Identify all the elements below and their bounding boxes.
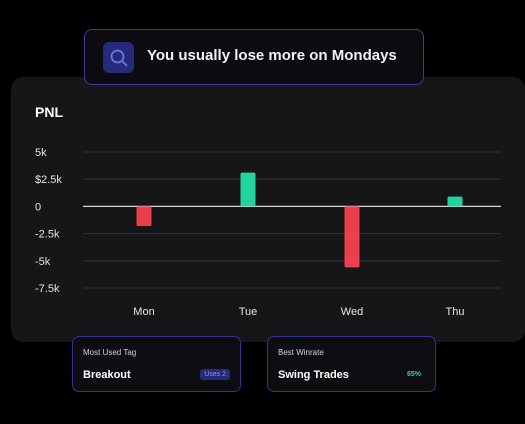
y-tick-label: 0 — [35, 201, 41, 213]
y-tick-label: -5k — [35, 256, 51, 268]
winrate-badge: 65% — [406, 371, 421, 378]
bar-wed[interactable] — [344, 206, 360, 268]
most-used-tag-card[interactable]: Most Used Tag Breakout Uses 2 — [72, 336, 241, 392]
pnl-chart: 5k $2.5k 0 -2.5k -5k -7.5k Mon Tue Wed Thu — [35, 147, 501, 318]
best-winrate-label: Best Winrate — [278, 348, 324, 357]
best-winrate-card[interactable]: Best Winrate Swing Trades 65% — [267, 336, 436, 392]
x-tick-label: Mon — [133, 306, 154, 318]
uses-badge: Uses 2 — [200, 369, 230, 380]
pnl-card: PNL 5k $2.5k 0 -2.5k -5k -7.5k Mon Tue Wed Thu — [11, 77, 525, 342]
search-icon — [103, 42, 134, 73]
y-tick-label: 5k — [35, 147, 47, 159]
most-used-tag-value: Breakout — [83, 369, 131, 381]
bar-tue[interactable] — [240, 172, 256, 207]
x-tick-label: Wed — [341, 306, 363, 318]
card-title: PNL — [35, 104, 63, 120]
bar-mon[interactable] — [136, 206, 152, 226]
y-tick-label: -7.5k — [35, 283, 60, 295]
x-tick-label: Tue — [239, 306, 258, 318]
most-used-tag-label: Most Used Tag — [83, 348, 137, 357]
insight-banner[interactable]: You usually lose more on Mondays — [84, 29, 424, 85]
insight-text: You usually lose more on Mondays — [147, 47, 397, 64]
y-tick-label: -2.5k — [35, 229, 60, 241]
y-tick-label: $2.5k — [35, 174, 62, 186]
best-winrate-value: Swing Trades — [278, 369, 349, 381]
bar-thu[interactable] — [447, 196, 463, 207]
x-tick-label: Thu — [446, 306, 465, 318]
